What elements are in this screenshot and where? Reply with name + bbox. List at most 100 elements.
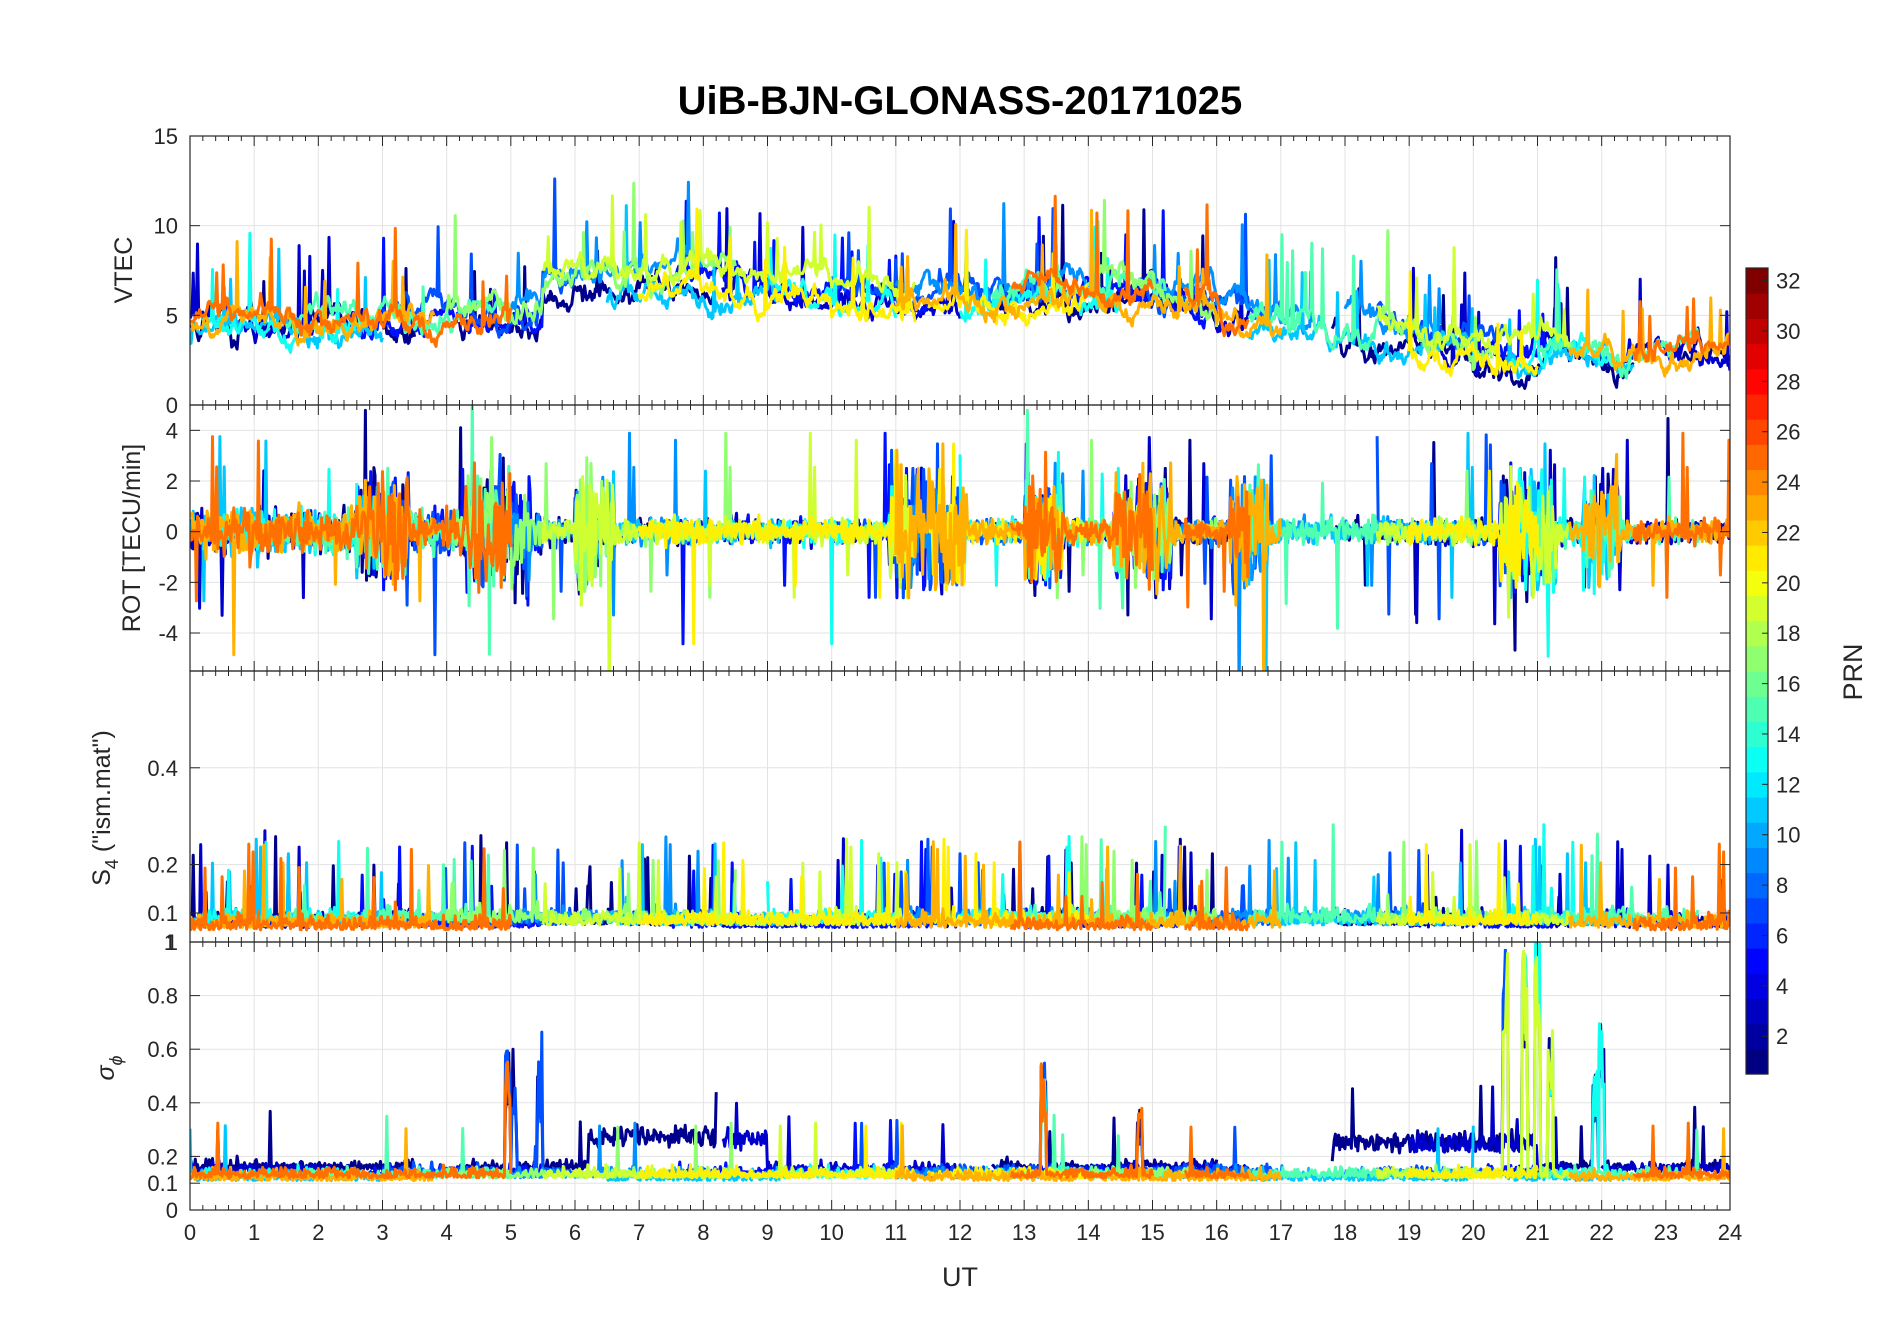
colorbar-segment bbox=[1746, 746, 1768, 773]
y-tick-label: 0 bbox=[166, 520, 178, 545]
colorbar-tick-label: 12 bbox=[1776, 772, 1800, 797]
colorbar-tick-label: 18 bbox=[1776, 621, 1800, 646]
y-tick-label: 0.2 bbox=[147, 1144, 178, 1169]
sigma-phi-line-prn-22 bbox=[1568, 1127, 1730, 1182]
colorbar-segment bbox=[1746, 519, 1768, 546]
chart-title: UiB-BJN-GLONASS-20171025 bbox=[678, 79, 1243, 123]
s4-line-prn-24 bbox=[1009, 840, 1154, 932]
vtec-line-prn-20 bbox=[1407, 270, 1539, 377]
colorbar-segment bbox=[1746, 1048, 1768, 1075]
vtec-line-prn-9 bbox=[509, 180, 705, 313]
colorbar-segment bbox=[1746, 998, 1768, 1025]
colorbar-segment bbox=[1746, 293, 1768, 319]
y-tick-label: 0.6 bbox=[147, 1037, 178, 1062]
colorbar-segment bbox=[1746, 268, 1768, 294]
x-tick-label: 13 bbox=[1012, 1220, 1036, 1245]
colorbar-tick-label: 24 bbox=[1776, 470, 1800, 495]
rot-ylabel: ROT [TECU/min] bbox=[118, 444, 146, 632]
vtec-line-prn-22 bbox=[894, 223, 1077, 324]
x-tick-label: 16 bbox=[1204, 1220, 1228, 1245]
y-tick-label: 1 bbox=[164, 930, 176, 955]
colorbar-segment bbox=[1746, 595, 1768, 622]
x-tick-label: 20 bbox=[1461, 1220, 1485, 1245]
sigma-phi-line-prn-1 bbox=[1330, 942, 1636, 1172]
colorbar-tick-label: 4 bbox=[1776, 974, 1788, 999]
x-tick-label: 23 bbox=[1654, 1220, 1678, 1245]
y-tick-label: 0.1 bbox=[147, 901, 178, 926]
x-tick-label: 3 bbox=[376, 1220, 388, 1245]
y-tick-label: 0.1 bbox=[147, 1171, 178, 1196]
x-tick-label: 2 bbox=[312, 1220, 324, 1245]
sigma-phi-line-prn-5 bbox=[669, 1118, 929, 1177]
y-tick-label: 1 bbox=[166, 930, 178, 955]
y-tick-label: -4 bbox=[158, 621, 178, 646]
colorbar-tick-label: 10 bbox=[1776, 823, 1800, 848]
s4-line-prn-24 bbox=[1632, 842, 1730, 932]
colorbar-segment bbox=[1746, 318, 1768, 345]
x-tick-label: 12 bbox=[948, 1220, 972, 1245]
x-tick-label: 4 bbox=[441, 1220, 453, 1245]
sigma-phi-line-prn-24 bbox=[1632, 1121, 1730, 1180]
colorbar-segment bbox=[1746, 469, 1768, 496]
vtec-line-prn-24 bbox=[1183, 203, 1250, 338]
colorbar-segment bbox=[1746, 872, 1768, 899]
colorbar-tick-label: 6 bbox=[1776, 923, 1788, 948]
colorbar-segment bbox=[1746, 922, 1768, 949]
colorbar-tick-label: 22 bbox=[1776, 520, 1800, 545]
sigma-phi-line-prn-3 bbox=[721, 1101, 962, 1174]
vtec-line-prn-24 bbox=[190, 226, 513, 348]
panel-frames bbox=[189, 135, 1731, 1211]
rot-line-prn-19 bbox=[541, 475, 704, 671]
colorbar-frame bbox=[1745, 267, 1769, 1075]
rot-series bbox=[190, 405, 1730, 671]
x-tick-label: 19 bbox=[1397, 1220, 1421, 1245]
colorbar-tick-label: 16 bbox=[1776, 672, 1800, 697]
vtec-line-prn-20 bbox=[637, 207, 917, 323]
sigma-phi-ylabel-main: σ bbox=[92, 1065, 120, 1081]
vtec-line-prn-19 bbox=[542, 194, 705, 287]
colorbar-tick-label: 28 bbox=[1776, 369, 1800, 394]
x-tick-label: 1 bbox=[248, 1220, 260, 1245]
sigma-phi-line-prn-1 bbox=[459, 1047, 718, 1172]
s4-series bbox=[190, 823, 1730, 932]
sigma-phi-line-prn-24 bbox=[1183, 1125, 1250, 1180]
vtec-series bbox=[190, 177, 1730, 390]
x-tick-label: 24 bbox=[1718, 1220, 1742, 1245]
colorbar-segment bbox=[1746, 570, 1768, 597]
sigma-phi-ylabel-sub: ϕ bbox=[106, 1055, 126, 1065]
x-tick-label: 6 bbox=[569, 1220, 581, 1245]
sigma-phi-line-prn-1 bbox=[990, 1064, 1219, 1172]
s4-ylabel: S4 ("ism.mat") bbox=[88, 730, 122, 886]
vtec-line-prn-17 bbox=[445, 214, 590, 326]
vtec-line-prn-24 bbox=[1010, 194, 1154, 309]
x-tick-label: 21 bbox=[1525, 1220, 1549, 1245]
vtec-line-prn-11 bbox=[605, 204, 782, 321]
rot-line-prn-20 bbox=[1407, 469, 1539, 589]
colorbar-segment bbox=[1746, 948, 1768, 974]
vtec-line-prn-17 bbox=[1375, 229, 1493, 371]
s4-line-prn-24 bbox=[1184, 866, 1251, 932]
vtec-line-prn-13 bbox=[766, 233, 898, 319]
x-tick-label: 14 bbox=[1076, 1220, 1100, 1245]
colorbar-segment bbox=[1746, 494, 1768, 521]
colorbar-tick-label: 30 bbox=[1776, 319, 1800, 344]
y-tick-label: 0.4 bbox=[147, 756, 178, 781]
colorbar-segment bbox=[1746, 620, 1768, 647]
y-tick-label: 10 bbox=[154, 214, 178, 239]
colorbar-segment bbox=[1746, 545, 1768, 571]
x-tick-label: 7 bbox=[633, 1220, 645, 1245]
vtec-ylabel: VTEC bbox=[110, 237, 138, 304]
colorbar-label: PRN bbox=[1838, 643, 1868, 700]
x-tick-label: 17 bbox=[1269, 1220, 1293, 1245]
y-tick-label: 0.4 bbox=[147, 1091, 178, 1116]
sigma-phi-series bbox=[190, 942, 1730, 1182]
y-tick-label: 4 bbox=[166, 418, 178, 443]
x-tick-label: 11 bbox=[884, 1220, 907, 1245]
vtec-line-prn-19 bbox=[701, 205, 916, 307]
x-tick-label: 9 bbox=[761, 1220, 773, 1245]
colorbar-segment bbox=[1746, 368, 1768, 395]
rot-line-prn-15 bbox=[1247, 463, 1379, 630]
s4-line-prn-13 bbox=[766, 838, 897, 925]
colorbar-segment bbox=[1746, 973, 1768, 1000]
